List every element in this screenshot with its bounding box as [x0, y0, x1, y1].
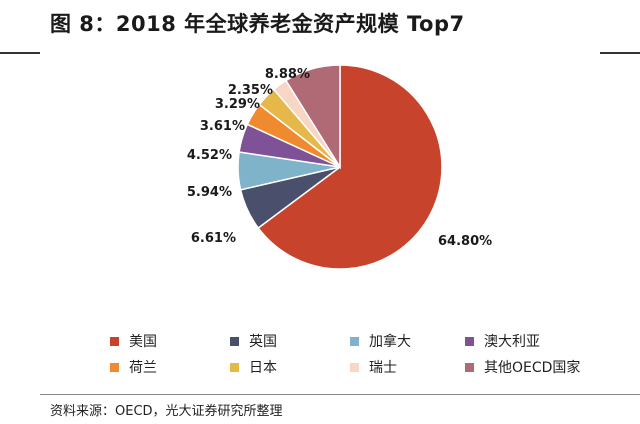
chart-legend: 美国 英国 加拿大 澳大利亚荷兰 日本 瑞士 其他OECD国家	[90, 325, 610, 385]
legend-label: 加拿大	[369, 334, 411, 350]
pie-slice-8	[284, 64, 341, 170]
header: 图 8：2018 年全球养老金资产规模 Top7	[0, 0, 640, 44]
pie-chart-area: 64.80% 6.61% 5.94% 4.52% 3.61% 3.29% 2.35% 8.88…	[0, 55, 640, 325]
legend-swatch	[350, 362, 359, 372]
legend-swatch	[230, 362, 239, 372]
pie-chart: 64.80% 6.61% 5.94% 4.52% 3.61% 3.29%2.35%8.88…	[187, 64, 492, 270]
legend-label: 美国	[129, 334, 157, 350]
legend-label: 澳大利亚	[484, 334, 540, 350]
legend-item-7: 瑞士	[350, 357, 397, 377]
footer-rule	[40, 394, 640, 395]
title-rule-left	[0, 52, 40, 54]
legend-label: 荷兰	[129, 360, 157, 376]
legend-item-4: 澳大利亚	[465, 331, 540, 351]
slice-data-label-3: 5.94%	[187, 185, 232, 200]
legend-label: 英国	[249, 334, 277, 350]
slice-data-label-6: 3.29%	[215, 97, 260, 112]
legend-swatch	[350, 336, 359, 346]
legend-swatch	[230, 336, 239, 346]
slice-data-label-4: 4.52%	[187, 148, 232, 163]
slice-data-label-5: 3.61%	[200, 119, 245, 134]
legend-label: 日本	[249, 360, 277, 376]
slice-data-label-8: 8.88%	[265, 67, 310, 82]
slice-data-label-1: 64.80%	[438, 234, 492, 249]
slice-data-label-2: 6.61%	[191, 231, 236, 246]
legend-item-8: 其他OECD国家	[465, 357, 580, 377]
source-note: 资料来源：OECD，光大证券研究所整理	[50, 404, 283, 419]
legend-swatch	[465, 362, 474, 372]
legend-label: 其他OECD国家	[484, 360, 581, 376]
legend-item-3: 加拿大	[350, 331, 411, 351]
legend-swatch	[110, 336, 119, 346]
legend-item-1: 美国	[110, 331, 157, 351]
legend-label: 瑞士	[369, 360, 397, 376]
legend-swatch	[465, 336, 474, 346]
slice-data-label-7: 2.35%	[228, 83, 273, 98]
legend-swatch	[110, 362, 119, 372]
chart-title: 图 8：2018 年全球养老金资产规模 Top7	[50, 12, 465, 36]
pie-slice-1	[257, 64, 443, 270]
legend-item-6: 日本	[230, 357, 277, 377]
title-rule-right	[600, 52, 640, 54]
legend-item-2: 英国	[230, 331, 277, 351]
legend-item-5: 荷兰	[110, 357, 157, 377]
